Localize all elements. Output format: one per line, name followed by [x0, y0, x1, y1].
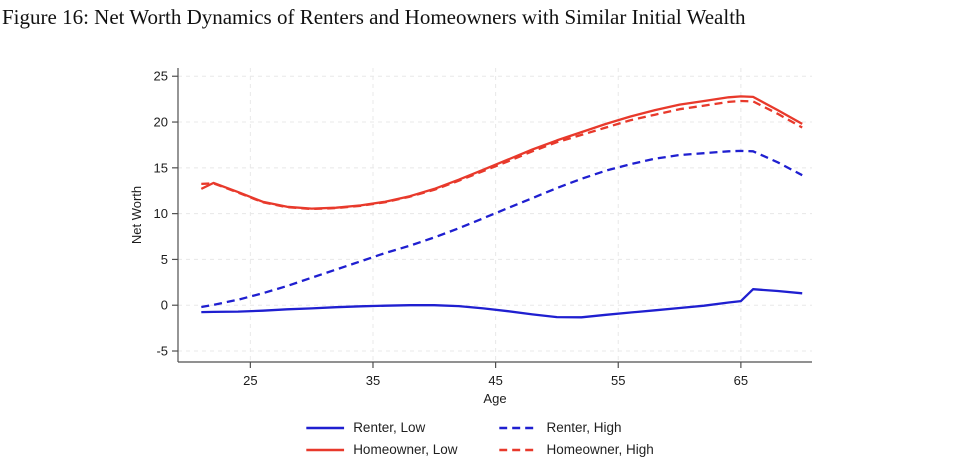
axes: 25 20 15 10 5 0 -5 25 35 45 55 65 [154, 68, 812, 388]
legend-item-renter-high: Renter, High [499, 419, 654, 436]
y-tick-label: 0 [161, 298, 168, 313]
gridlines [178, 68, 812, 362]
series-line-renter-low [201, 288, 803, 319]
legend-label: Homeowner, Low [353, 442, 458, 457]
legend-label: Renter, High [546, 420, 622, 435]
legend-label: Homeowner, High [546, 442, 654, 457]
y-tick-label: -5 [156, 344, 168, 359]
y-tick-label: 10 [154, 206, 168, 221]
x-axis-label: Age [483, 391, 506, 406]
homeowner-high-line-swatch [499, 448, 538, 451]
y-tick-label: 25 [154, 69, 168, 84]
legend-item-homeowner-high: Homeowner, High [499, 441, 654, 458]
legend-item-homeowner-low: Homeowner, Low [306, 441, 458, 458]
legend-label: Renter, Low [353, 420, 426, 435]
y-tick-label: 5 [161, 252, 168, 267]
series-line-renter-high [201, 149, 803, 309]
renter-high-line-swatch [499, 426, 538, 429]
series-line-homeowner-high [201, 99, 803, 211]
homeowner-low-line-swatch [306, 448, 345, 451]
series-lines [200, 95, 803, 319]
x-tick-label: 45 [488, 373, 502, 388]
y-tick-label: 15 [154, 160, 168, 175]
y-tick-label: 20 [154, 115, 168, 130]
legend-item-renter-low: Renter, Low [306, 419, 457, 436]
renter-low-line-swatch [306, 426, 345, 429]
x-tick-label: 65 [734, 373, 748, 388]
y-axis-label: Net Worth [129, 186, 144, 244]
x-tick-label: 25 [243, 373, 257, 388]
chart-legend: Renter, Low Renter, High Homeowner, Low … [306, 419, 654, 458]
series-line-homeowner-low [200, 95, 803, 210]
figure-title: Figure 16: Net Worth Dynamics of Renters… [2, 5, 746, 29]
x-tick-label: 35 [366, 373, 380, 388]
x-tick-label: 55 [611, 373, 625, 388]
